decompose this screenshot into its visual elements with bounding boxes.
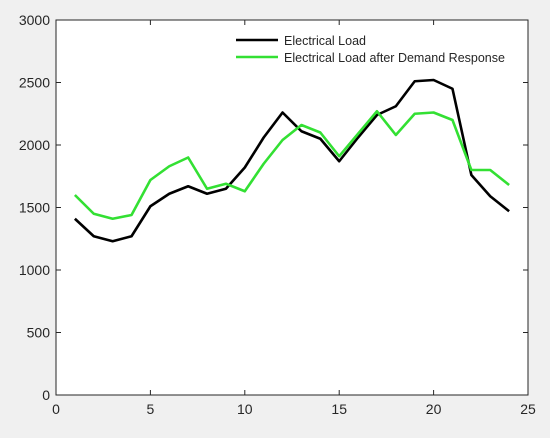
legend: Electrical Load Electrical Load after De… xyxy=(236,34,505,65)
x-tick-label: 10 xyxy=(237,401,253,417)
x-tick-label: 0 xyxy=(52,401,60,417)
y-tick-label: 0 xyxy=(42,387,50,403)
y-tick-label: 1500 xyxy=(19,200,50,216)
series-line-2 xyxy=(73,109,510,221)
x-tick-label: 15 xyxy=(331,401,347,417)
x-tick-label: 5 xyxy=(147,401,155,417)
x-tick-label: 20 xyxy=(426,401,442,417)
axes-layer: 0 5 10 15 20 25 0 500 1000 1500 2000 2500 3000 xyxy=(19,12,536,417)
y-tick-label: 500 xyxy=(27,325,51,341)
y-tick-label: 3000 xyxy=(19,12,50,28)
x-tick-label: 25 xyxy=(520,401,536,417)
series-line-1 xyxy=(73,78,510,243)
y-tick-label: 2000 xyxy=(19,137,50,153)
y-tick-label: 1000 xyxy=(19,262,50,278)
plot-area xyxy=(56,20,528,395)
series-layer xyxy=(73,78,510,243)
legend-label-series-2: Electrical Load after Demand Response xyxy=(284,51,505,65)
y-tick-label: 2500 xyxy=(19,75,50,91)
legend-label-series-1: Electrical Load xyxy=(284,34,366,48)
